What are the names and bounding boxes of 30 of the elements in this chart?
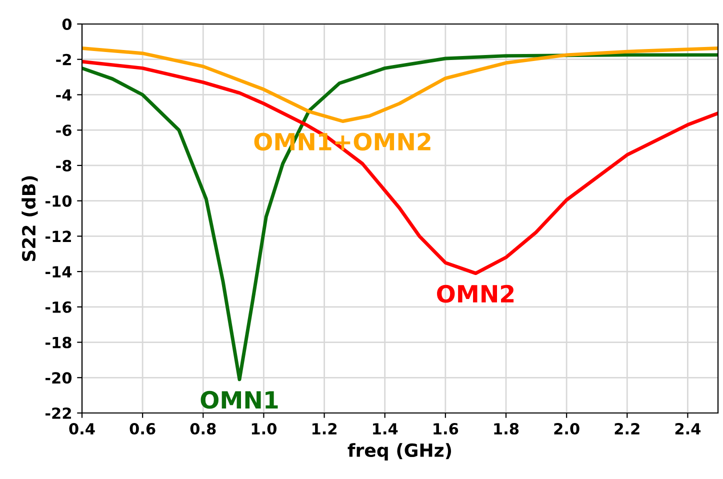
y-tick-label: -10 [46,195,72,207]
x-tick-label: 1.0 [252,422,277,435]
y-tick-label: -14 [46,266,72,278]
y-tick-label: -12 [46,230,71,242]
x-tick-label: 2.4 [675,422,701,434]
y-tick-label: -6 [56,124,72,136]
x-tick-label: 1.6 [434,423,458,435]
x-tick-label: 2.2 [614,422,640,434]
x-tick-label: 0.6 [130,422,156,435]
y-tick-label: 0 [62,18,72,30]
y-axis-title: S22 (dB) [22,176,38,262]
x-tick-label: 1.2 [312,422,336,434]
x-tick-label: 1.8 [494,422,519,435]
x-tick-label: 1.4 [373,423,398,434]
y-tick-label: -18 [46,336,72,348]
y-tick-label: -22 [46,407,71,419]
line-series [82,60,718,276]
y-tick-label: -4 [56,89,72,101]
x-tick-label: 2.0 [554,422,580,435]
series-label: OMN2 [437,284,514,303]
line-series [82,53,718,382]
y-tick-label: -20 [46,372,72,384]
y-tick-label: -8 [56,160,72,172]
x-axis-title: freq (GHz) [348,443,452,461]
y-tick-label: -16 [46,301,72,313]
series-label: OMN1 [200,390,278,409]
line-series [82,46,718,123]
y-tick-label: -2 [56,54,71,66]
x-tick-label: 0.4 [69,422,95,435]
x-tick-label: 0.8 [190,422,216,435]
